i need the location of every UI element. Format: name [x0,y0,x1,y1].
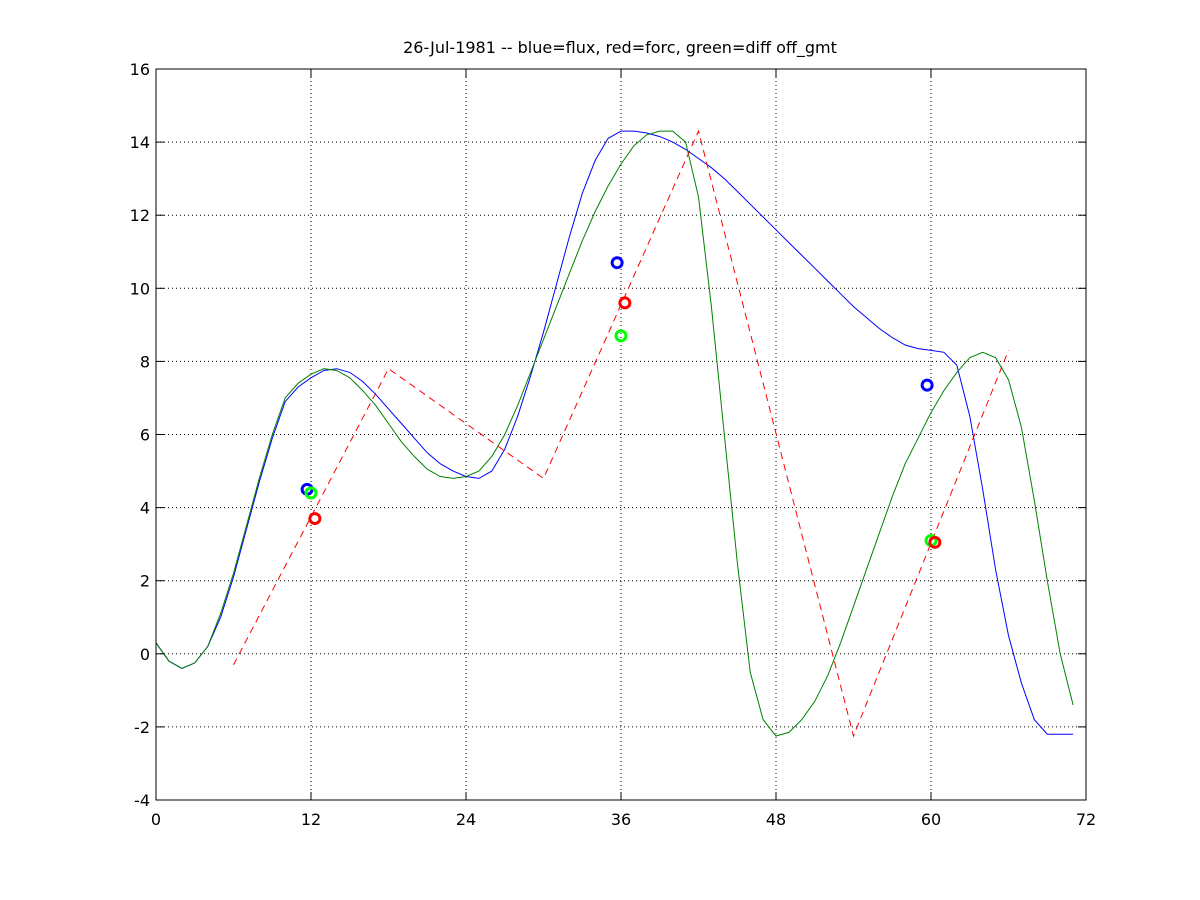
series-line-0 [155,130,1074,735]
data-point-marker [304,486,318,500]
data-point-marker [920,378,934,392]
chart-title: 26-Jul-1981 -- blue=flux, red=forc, gree… [403,38,837,58]
data-point-marker [610,256,624,270]
marker-layer [300,256,942,549]
grid [156,69,1086,800]
y-tick-label: 12 [130,206,150,225]
data-point-marker [928,535,942,549]
y-tick-label: 6 [140,426,150,445]
y-tick-label: 14 [130,133,150,152]
y-tick-label: 0 [140,645,150,664]
x-tick-label: 24 [456,810,476,829]
x-tick-label: 12 [301,810,321,829]
y-tick-label: 16 [130,60,150,79]
y-tick-label: 10 [130,279,150,298]
data-point-marker [618,296,632,310]
ticks [155,68,1087,801]
data-point-marker [308,512,322,526]
x-tick-label: 48 [766,810,786,829]
y-tick-label: 4 [140,499,150,518]
x-tick-label: 36 [611,810,631,829]
x-tick-label: 72 [1076,810,1096,829]
series-line-1 [155,130,1074,737]
y-tick-label: -2 [134,718,150,737]
y-tick-label: -4 [134,791,150,810]
data-point-marker [614,329,628,343]
x-tick-label: 60 [921,810,941,829]
x-tick-label: 0 [151,810,161,829]
y-tick-label: 2 [140,572,150,591]
y-tick-label: 8 [140,352,150,371]
